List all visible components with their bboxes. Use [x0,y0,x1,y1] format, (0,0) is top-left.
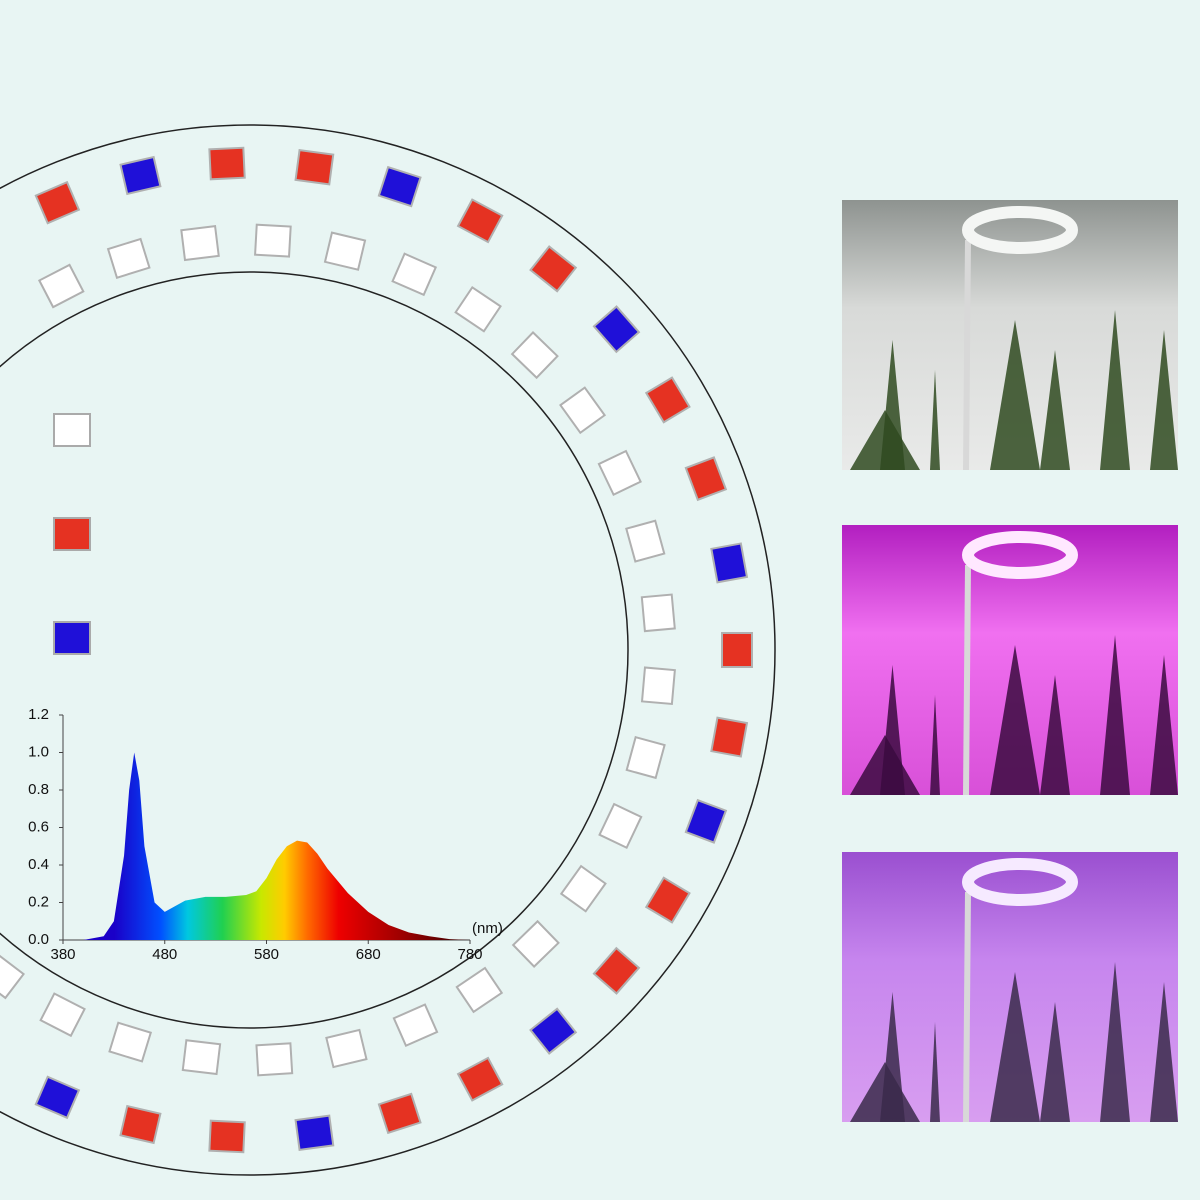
led [721,632,753,668]
led [294,149,335,186]
led [597,449,642,496]
led [529,1007,578,1055]
led [625,519,666,563]
led [208,1119,246,1154]
led [37,263,85,309]
led [106,237,151,279]
y-tick-label: 0.2 [28,893,49,910]
y-tick-label: 0.6 [28,818,49,835]
leaf [880,665,905,795]
leaf [1040,1002,1070,1122]
photos [842,200,1178,1123]
x-tick-label: 480 [152,946,177,963]
led-legend [53,413,91,655]
x-axis-label: (nm) [472,920,503,937]
blue-led [53,621,91,655]
leaf [930,370,940,470]
leaf [990,972,1040,1122]
led [391,252,438,297]
led [559,386,607,435]
leaf [1150,330,1178,470]
leaf [930,695,940,795]
leaf [880,340,905,470]
led [39,992,86,1038]
led [510,331,559,380]
led [377,165,422,208]
lamp-ring [962,206,1078,254]
led [377,1092,422,1135]
y-tick-label: 0.4 [28,856,49,873]
led [710,542,749,584]
led [559,864,607,913]
led [455,966,504,1014]
led [454,285,502,333]
lamp-ring [962,531,1078,579]
led [684,798,728,844]
led [392,1003,439,1048]
led [108,1021,153,1063]
leaf [1040,675,1070,795]
outer-ring [0,124,776,1176]
leaf [930,1022,940,1122]
led [456,198,504,244]
y-tick-label: 1.0 [28,743,49,760]
led [684,456,728,502]
led [640,666,676,706]
led-layout [0,146,753,1154]
white-led [53,413,91,447]
red-led [53,517,91,551]
led [625,735,666,780]
x-tick-label: 380 [50,946,75,963]
led [0,952,25,1000]
leaf [1150,655,1178,795]
led [511,919,560,968]
y-tick-label: 1.2 [28,706,49,723]
lamp-ring [962,858,1078,906]
x-tick-label: 580 [254,946,279,963]
led [592,305,641,354]
led [294,1114,335,1151]
led [255,1042,294,1077]
led [325,1028,368,1069]
lamp-pole [963,564,971,796]
led [180,224,220,262]
led [34,180,81,225]
inner-ring [0,271,629,1029]
leaf [880,992,905,1122]
led [181,1039,222,1076]
led [529,245,578,293]
leaf [1040,350,1070,470]
y-tick-label: 0.0 [28,931,49,948]
x-tick-label: 780 [457,946,482,963]
led [323,231,367,271]
lamp-pole [963,891,971,1123]
led [34,1075,81,1120]
led [592,946,641,995]
leaf [1150,982,1178,1122]
led [119,155,162,196]
led [644,876,691,924]
led [456,1056,504,1102]
led [644,376,691,424]
spectrum-area [83,752,470,940]
lamp-pole [963,239,971,471]
x-tick-label: 680 [356,946,381,963]
led [640,593,676,633]
leaf [1100,962,1130,1122]
led [254,223,292,258]
led [119,1104,162,1145]
spectrum-chart: (nm) 0.0 0.2 0.4 0.6 0.8 1.0 1.2 380 480 580 680 78… [28,706,503,963]
y-tick-label: 0.8 [28,781,49,798]
led [208,146,246,181]
led [710,716,749,758]
leaf [990,645,1040,795]
led [598,802,643,849]
leaf [1100,635,1130,795]
leaf [1100,310,1130,470]
leaf [990,320,1040,470]
